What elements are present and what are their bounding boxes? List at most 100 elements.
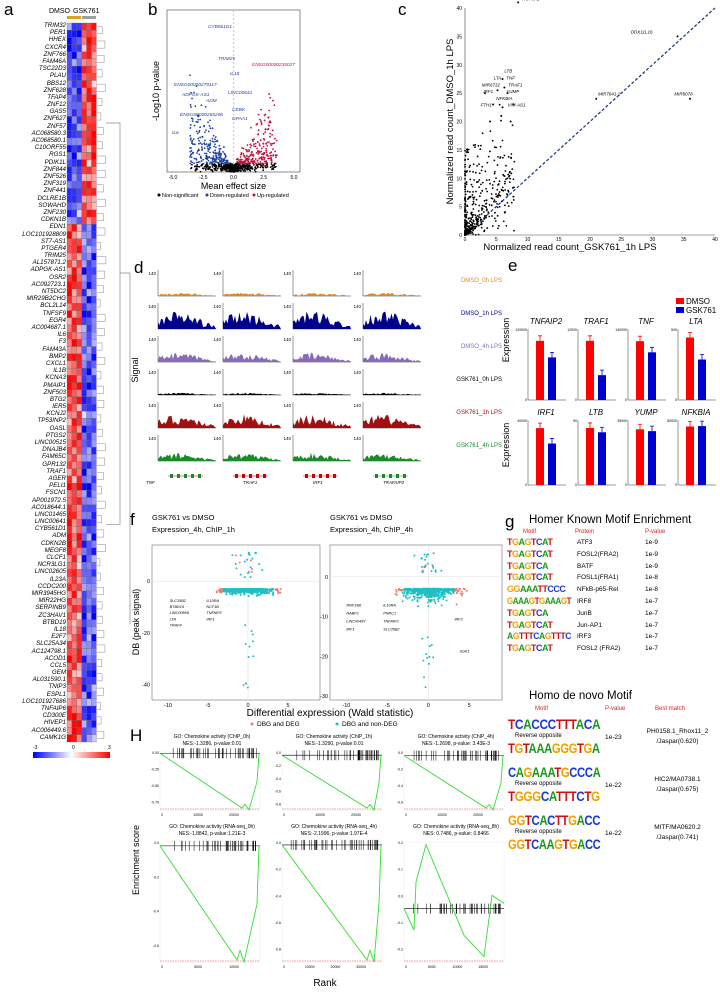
scatter-point: [464, 214, 466, 216]
volcano-point: [271, 134, 274, 136]
gene-name: TRAFAIP2: [383, 480, 405, 485]
dendrogram-branch: [97, 227, 106, 236]
scatter-point: [473, 223, 476, 225]
volcano-point: [195, 165, 198, 168]
volcano-point: [232, 168, 235, 171]
volcano-point: [205, 161, 208, 164]
panel-label-c: c: [398, 0, 407, 19]
gene-title: NFKBIA: [682, 408, 711, 417]
signal-track: [363, 392, 421, 395]
heatmap-cell: [66, 44, 73, 52]
volcano-point: [246, 165, 248, 168]
db-point: [422, 659, 425, 662]
volcano-point: [263, 160, 266, 163]
volcano-point: [204, 157, 207, 160]
gene-label: TRIM25: [43, 252, 66, 260]
gene-label: CD300E: [42, 712, 66, 720]
heatmap-cell: [66, 310, 73, 318]
scatter-point: [475, 198, 478, 201]
volcano-point: [257, 133, 260, 136]
db-point: [427, 605, 430, 608]
read-count-scatter: TNFAIP2DDX11L16LTBTNFLTAMIR6732TRAF1IRF1…: [445, 0, 718, 252]
heatmap-cell: [91, 296, 97, 304]
motif-pvalue: 1e-7: [645, 621, 659, 629]
db-point: [412, 588, 415, 591]
y-axis-label: Expression: [501, 423, 511, 468]
bar-gsk761: [598, 375, 606, 400]
heatmap-cell: [86, 547, 92, 556]
y-tick-label: 0.00: [152, 751, 159, 755]
heatmap-cell: [81, 418, 87, 426]
gene-label: BTBD19: [42, 618, 66, 626]
y-tick-label: 25: [456, 91, 462, 97]
legend-swatch: [676, 307, 684, 313]
volcano-point: [253, 160, 256, 162]
db-point: [432, 566, 435, 569]
heatmap-cell: [76, 209, 82, 218]
heatmap-cell: [91, 65, 97, 74]
db-point: [255, 594, 258, 597]
y-max-tick: 120000: [515, 328, 527, 332]
heatmap-cell: [86, 367, 92, 376]
volcano-point: [271, 165, 274, 168]
db-point: [440, 591, 443, 594]
volcano-point: [202, 162, 205, 165]
db-point: [215, 590, 218, 593]
scatter-point: [496, 194, 499, 197]
heatmap-cell: [71, 288, 77, 297]
scatter-point: [464, 221, 466, 224]
volcano-point: [214, 151, 217, 154]
running-es-curve: [281, 844, 382, 963]
scatter-point: [482, 211, 485, 213]
volcano-point: [256, 163, 259, 166]
scatter-point: [481, 189, 484, 192]
volcano-point: [209, 161, 212, 164]
motif-protein: FOSL2(FRA2): [577, 550, 619, 558]
volcano-point: [200, 164, 203, 167]
dendrogram-branch: [97, 414, 102, 423]
gene-title: LTB: [589, 408, 604, 417]
gene-label: IRF2: [454, 618, 463, 622]
db-point: [239, 573, 242, 576]
volcano-label-down: IL18: [230, 71, 240, 77]
x-tick-label: 5000: [194, 965, 202, 969]
heatmap-cell: [91, 389, 97, 398]
db-point: [420, 557, 423, 560]
scatter-point: [485, 199, 488, 202]
heatmap-cell: [86, 655, 92, 664]
x-tick-label: 5: [495, 237, 498, 243]
heatmap-cell: [66, 461, 73, 469]
dendrogram-branch: [97, 443, 106, 452]
scatter-point: [468, 230, 471, 233]
scatter-point: [496, 214, 499, 217]
heatmap-cell: [91, 454, 97, 462]
x-tick-label: 0: [283, 813, 285, 817]
dendrogram-branch: [97, 601, 103, 610]
y-zero-tick: 0: [675, 398, 677, 402]
dendrogram-branch: [97, 716, 102, 725]
volcano-point: [257, 113, 260, 116]
heatmap-cell: [91, 590, 97, 599]
heatmap-cell: [66, 619, 73, 628]
labeled-point: [501, 77, 504, 80]
heatmap-cell: [66, 332, 73, 340]
heatmap-cell: [71, 418, 77, 426]
y-tick-label: -0.8: [275, 803, 281, 807]
heatmap-cell: [71, 195, 77, 203]
db-point: [399, 588, 402, 591]
labeled-point: [496, 89, 499, 92]
volcano-label-down: ADPGK-AS1: [181, 92, 210, 98]
dendrogram-branch: [97, 256, 107, 265]
heatmap-cell: [66, 439, 73, 448]
volcano-point: [218, 153, 220, 156]
volcano-point: [271, 168, 273, 171]
heatmap-cell: [71, 684, 77, 692]
volcano-point: [269, 135, 271, 138]
heatmap-cell: [71, 677, 77, 685]
heatmap-cell: [81, 698, 87, 707]
gsea-title: GO: Chemokine activity (ChIP_0h): [174, 734, 251, 740]
exon: [389, 474, 392, 478]
volcano-point: [215, 169, 218, 172]
dendrogram-branch: [97, 328, 105, 337]
volcano-point: [265, 160, 268, 162]
